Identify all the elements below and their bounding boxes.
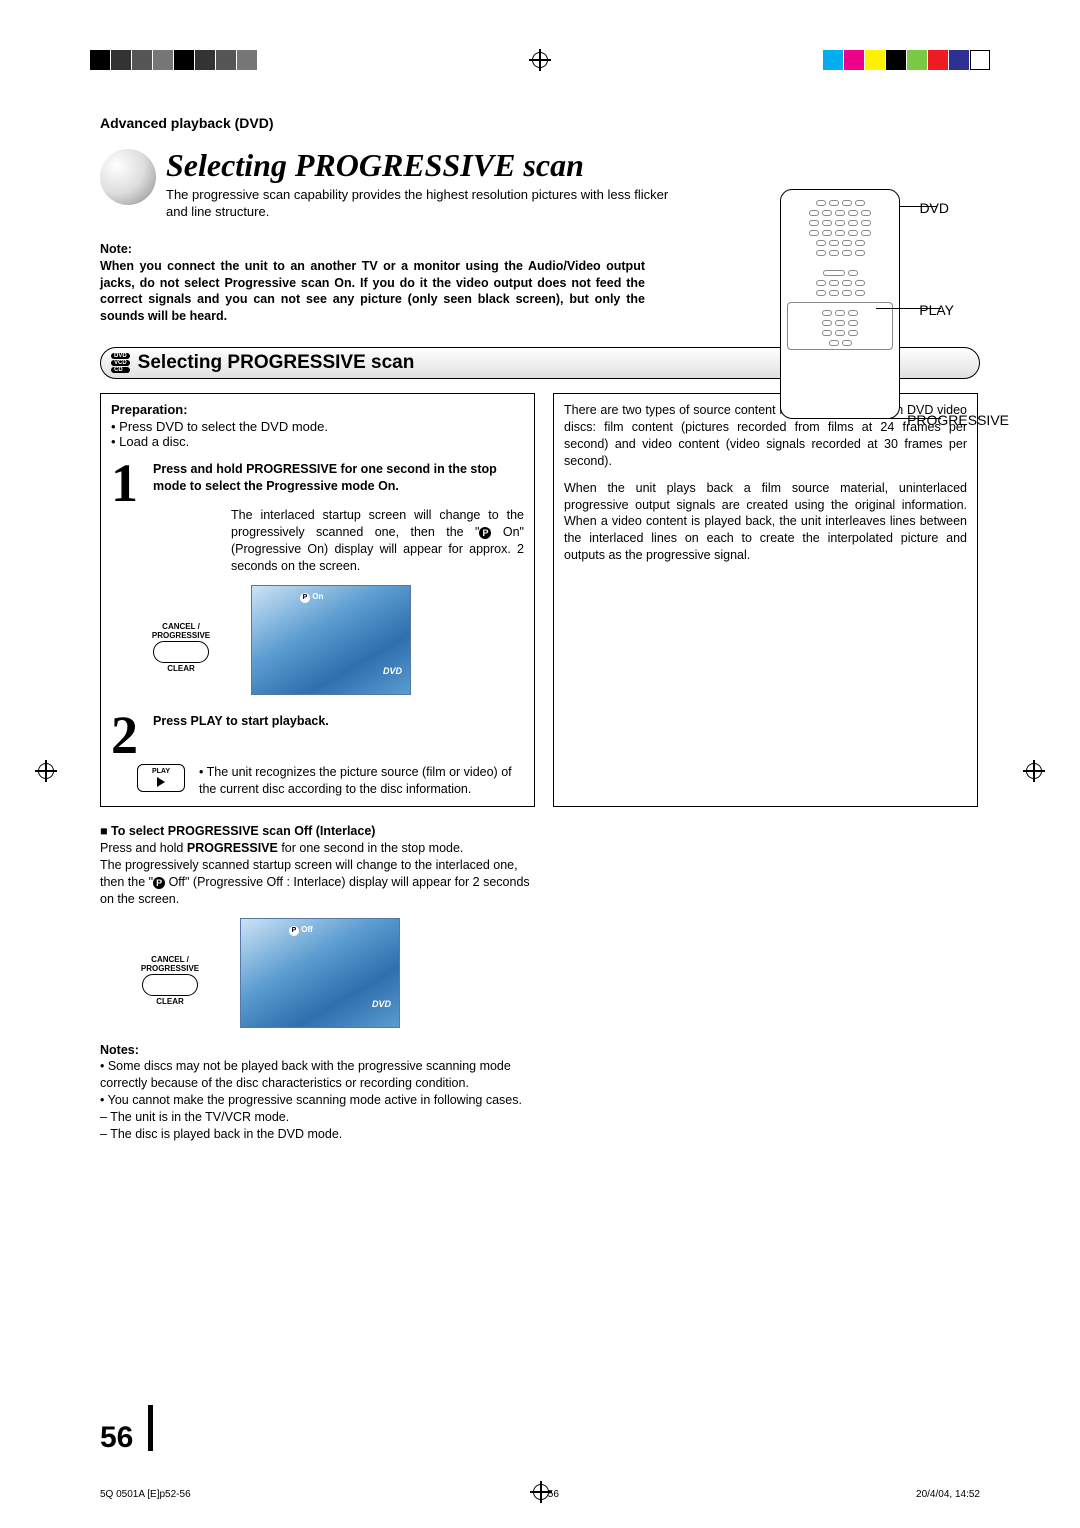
step-1-body: The interlaced startup screen will chang… xyxy=(231,507,524,575)
right-paragraph-2: When the unit plays back a film source m… xyxy=(564,480,967,564)
footer-right: 20/4/04, 14:52 xyxy=(916,1489,980,1500)
step-2-instruction: Press PLAY to start playback. xyxy=(153,714,329,728)
right-column: There are two types of source content in… xyxy=(553,393,978,807)
step-2-number: 2 xyxy=(111,713,147,759)
note-label: Note: xyxy=(100,241,645,258)
preparation-list: • Press DVD to select the DVD mode. • Lo… xyxy=(111,419,524,449)
color-bar-left xyxy=(90,50,257,70)
disc-type-icons: DVD VCD CD xyxy=(111,353,130,373)
intro-text: The progressive scan capability provides… xyxy=(166,187,686,221)
crosshair-bottom xyxy=(530,1481,552,1503)
title-sphere-icon xyxy=(100,149,156,205)
step-1-number: 1 xyxy=(111,461,147,507)
remote-progressive-label: PROGRESSIVE xyxy=(907,412,1009,428)
play-button-illustration: PLAY xyxy=(137,764,185,792)
note-block: Note: When you connect the unit to an an… xyxy=(100,241,645,325)
off-heading: ■ To select PROGRESSIVE scan Off (Interl… xyxy=(100,823,545,840)
page-number: 56 xyxy=(100,1421,133,1455)
remote-illustration: DVD PLAY PROGRESSIVE xyxy=(780,189,900,419)
step-2: 2 Press PLAY to start playback. xyxy=(111,713,524,759)
notes-section: Notes: • Some discs may not be played ba… xyxy=(100,1042,545,1143)
progressive-button-illustration: CANCEL / PROGRESSIVE CLEAR xyxy=(131,622,231,673)
remote-play-label: PLAY xyxy=(919,302,954,318)
step-2-body: • The unit recognizes the picture source… xyxy=(199,764,524,798)
progressive-off-section: ■ To select PROGRESSIVE scan Off (Interl… xyxy=(100,823,545,907)
left-column: Preparation: • Press DVD to select the D… xyxy=(100,393,535,807)
registration-crosshair xyxy=(529,49,551,71)
section-header: Advanced playback (DVD) xyxy=(100,115,980,131)
color-bar-right xyxy=(823,50,990,70)
subsection-title: Selecting PROGRESSIVE scan xyxy=(138,352,415,374)
remote-dvd-label: DVD xyxy=(919,200,949,216)
manual-page: Advanced playback (DVD) Selecting PROGRE… xyxy=(100,115,980,1455)
step-1-instruction: Press and hold PROGRESSIVE for one secon… xyxy=(153,462,497,493)
step-1: 1 Press and hold PROGRESSIVE for one sec… xyxy=(111,461,524,507)
page-title: Selecting PROGRESSIVE scan xyxy=(166,149,686,181)
progressive-button-illustration-2: CANCEL / PROGRESSIVE CLEAR xyxy=(120,955,220,1006)
note-body: When you connect the unit to an another … xyxy=(100,258,645,326)
screen-thumbnail-on: P On DVD xyxy=(251,585,411,695)
footer-left: 5Q 0501A [E]p52-56 xyxy=(100,1489,191,1500)
print-registration-marks xyxy=(90,30,990,90)
crosshair-left xyxy=(35,760,57,782)
screen-thumbnail-off: P Off DVD xyxy=(240,918,400,1028)
preparation-title: Preparation: xyxy=(111,402,524,417)
page-number-bar xyxy=(148,1405,153,1451)
notes-heading: Notes: xyxy=(100,1042,545,1059)
crosshair-right xyxy=(1023,760,1045,782)
